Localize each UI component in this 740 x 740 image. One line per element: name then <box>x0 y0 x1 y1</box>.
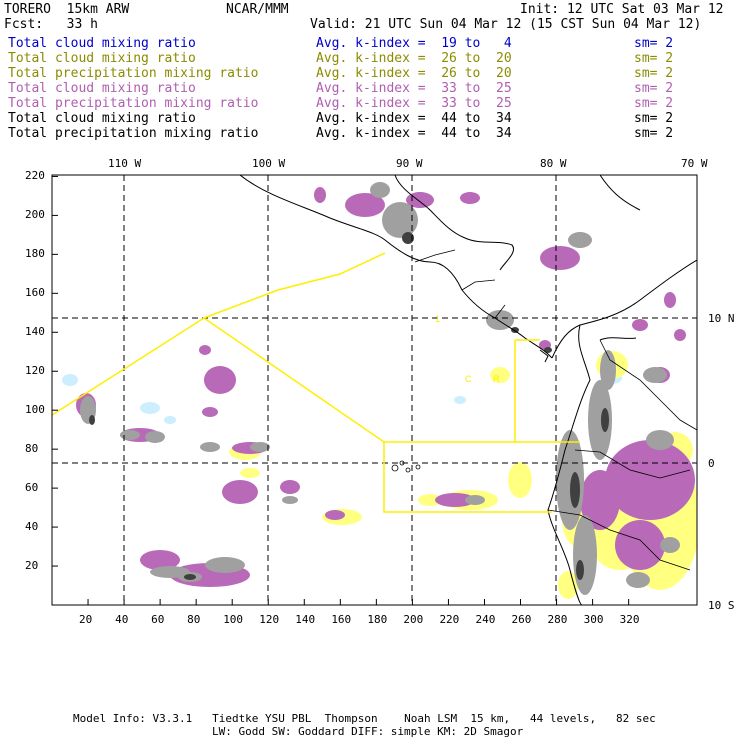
y-tick-label: 100 <box>25 403 45 417</box>
x-tick-label: 140 <box>295 613 316 626</box>
y-tick-label: 20 <box>25 559 39 573</box>
domain-outline <box>52 252 580 513</box>
legend-k-index: Avg. k-index = 33 to 25 <box>316 81 512 96</box>
y-tick-label: 160 <box>25 286 45 300</box>
legend-field: Total cloud mixing ratio <box>8 81 196 96</box>
latitude-label: 10 S <box>708 599 735 612</box>
x-tick-label: 100 <box>223 613 244 626</box>
x-tick-label: 220 <box>439 613 460 626</box>
longitude-label: 100 W <box>252 157 286 170</box>
model-info-line2: LW: Godd SW: Goddard DIFF: simple KM: 2D… <box>212 725 524 738</box>
x-tick-label: 240 <box>475 613 496 626</box>
legend-field: Total cloud mixing ratio <box>8 51 196 66</box>
legend-k-index: Avg. k-index = 33 to 25 <box>316 96 512 111</box>
domain-markers: 1 C R <box>435 314 500 384</box>
legend-field: Total precipitation mixing ratio <box>8 66 259 81</box>
x-tick-label: 300 <box>583 613 604 626</box>
y-tick-label: 60 <box>25 481 39 495</box>
legend-smoothing: sm= 2 <box>634 96 674 111</box>
legend-k-index: Avg. k-index = 19 to 4 <box>316 36 512 51</box>
y-tick-label: 140 <box>25 325 45 339</box>
longitude-label: 80 W <box>540 157 567 170</box>
forecast-hour: Fcst: 33 h <box>4 17 98 32</box>
y-tick-label: 80 <box>25 442 39 456</box>
legend-smoothing: sm= 2 <box>634 66 674 81</box>
coastlines <box>239 175 697 605</box>
x-tick-label: 280 <box>547 613 568 626</box>
longitude-label: 90 W <box>396 157 423 170</box>
axis-ticks <box>52 175 630 605</box>
y-tick-label: 120 <box>25 364 45 378</box>
svg-text:1: 1 <box>435 314 440 324</box>
x-tick-label: 80 <box>187 613 201 626</box>
x-tick-label: 180 <box>367 613 388 626</box>
legend-field: Total cloud mixing ratio <box>8 111 196 126</box>
latitude-label: 0 <box>708 457 715 470</box>
legend-field: Total precipitation mixing ratio <box>8 126 259 141</box>
legend-field: Total precipitation mixing ratio <box>8 96 259 111</box>
legend-k-index: Avg. k-index = 26 to 20 <box>316 51 512 66</box>
legend-smoothing: sm= 2 <box>634 111 674 126</box>
x-tick-label: 200 <box>403 613 424 626</box>
legend-smoothing: sm= 2 <box>634 36 674 51</box>
x-tick-label: 320 <box>619 613 640 626</box>
x-tick-label: 40 <box>115 613 129 626</box>
x-tick-label: 260 <box>511 613 532 626</box>
org-label: NCAR/MMM <box>226 2 289 17</box>
model-title: TORERO 15km ARW <box>4 2 130 17</box>
legend-smoothing: sm= 2 <box>634 81 674 96</box>
longitude-label: 70 W <box>681 157 708 170</box>
legend-smoothing: sm= 2 <box>634 51 674 66</box>
latlon-grid <box>52 175 697 605</box>
valid-time: Valid: 21 UTC Sun 04 Mar 12 (15 CST Sun … <box>310 17 702 32</box>
galapagos-islands <box>391 460 421 473</box>
x-tick-label: 120 <box>259 613 280 626</box>
legend-smoothing: sm= 2 <box>634 126 674 141</box>
svg-text:C: C <box>465 374 472 384</box>
legend-field: Total cloud mixing ratio <box>8 36 196 51</box>
legend-k-index: Avg. k-index = 44 to 34 <box>316 126 512 141</box>
longitude-label: 110 W <box>108 157 142 170</box>
plot-frame <box>51 174 698 606</box>
model-info-line1: Model Info: V3.3.1 Tiedtke YSU PBL Thomp… <box>73 712 656 725</box>
latitude-label: 10 N <box>708 312 735 325</box>
country-borders <box>414 249 697 571</box>
y-tick-label: 200 <box>25 208 45 222</box>
svg-text:R: R <box>493 374 500 384</box>
legend-k-index: Avg. k-index = 44 to 34 <box>316 111 512 126</box>
y-tick-label: 220 <box>25 169 45 183</box>
legend-k-index: Avg. k-index = 26 to 20 <box>316 66 512 81</box>
y-tick-label: 180 <box>25 247 45 261</box>
x-tick-label: 20 <box>79 613 93 626</box>
y-tick-label: 40 <box>25 520 39 534</box>
x-tick-label: 60 <box>151 613 165 626</box>
x-tick-label: 160 <box>331 613 352 626</box>
init-time: Init: 12 UTC Sat 03 Mar 12 <box>520 2 724 17</box>
cloud-dark-layer <box>89 232 609 580</box>
